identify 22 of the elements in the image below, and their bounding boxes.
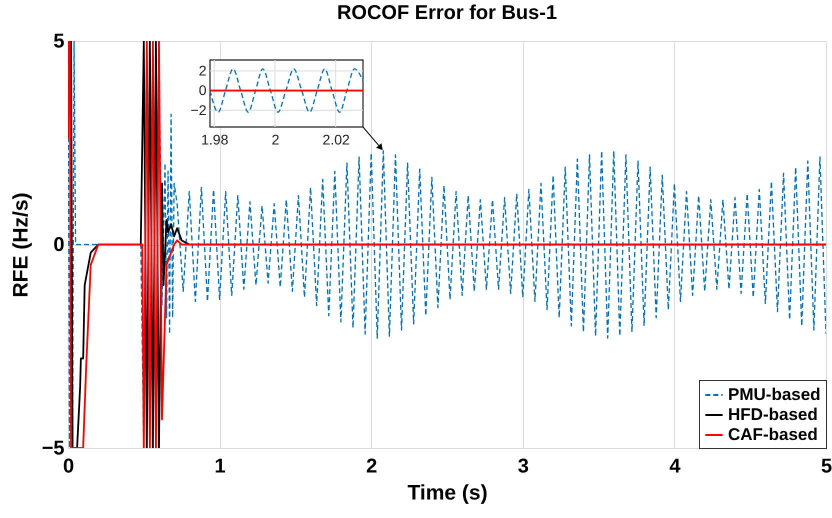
- line-series: [68, 41, 826, 448]
- y-tick-label: 2: [198, 62, 207, 78]
- x-tick-label: 4: [669, 456, 682, 478]
- x-tick-label: 3: [518, 456, 529, 478]
- y-axis-title: RFE (Hz/s): [10, 192, 33, 298]
- y-tick-label: −5: [42, 438, 64, 460]
- y-tick-label: 5: [53, 30, 64, 52]
- x-tick-label: 2: [272, 132, 280, 148]
- legend-label: HFD-based: [728, 405, 818, 424]
- x-tick-label: 1: [214, 456, 226, 478]
- y-tick-label: −2: [190, 102, 207, 118]
- x-axis-title: Time (s): [407, 482, 488, 504]
- y-tick-label: 0: [198, 82, 207, 98]
- legend-label: CAF-based: [728, 425, 818, 444]
- chart-title: ROCOF Error for Bus-1: [336, 2, 558, 24]
- y-tick-label: 0: [53, 234, 64, 256]
- x-tick-label: 5: [820, 456, 832, 478]
- line-series: [209, 68, 364, 113]
- x-tick-label: 2.02: [322, 132, 350, 148]
- x-tick-label: 2: [366, 456, 378, 478]
- legend-label: PMU-based: [728, 385, 821, 404]
- x-tick-label: 1.98: [201, 132, 229, 148]
